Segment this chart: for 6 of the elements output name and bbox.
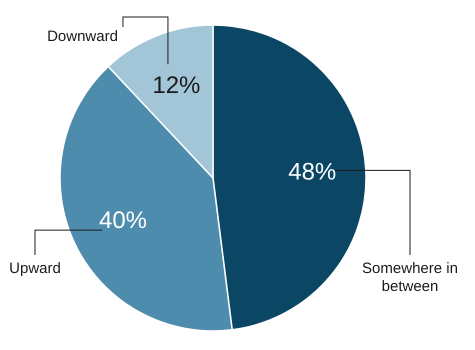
- slice-label: Downward: [47, 28, 118, 45]
- data-label: 12%: [152, 72, 200, 100]
- data-label: 40%: [98, 206, 148, 234]
- slice-label: Upward: [9, 260, 61, 277]
- data-label: 48%: [288, 158, 336, 186]
- slice-label: Somewhere in between: [362, 260, 458, 295]
